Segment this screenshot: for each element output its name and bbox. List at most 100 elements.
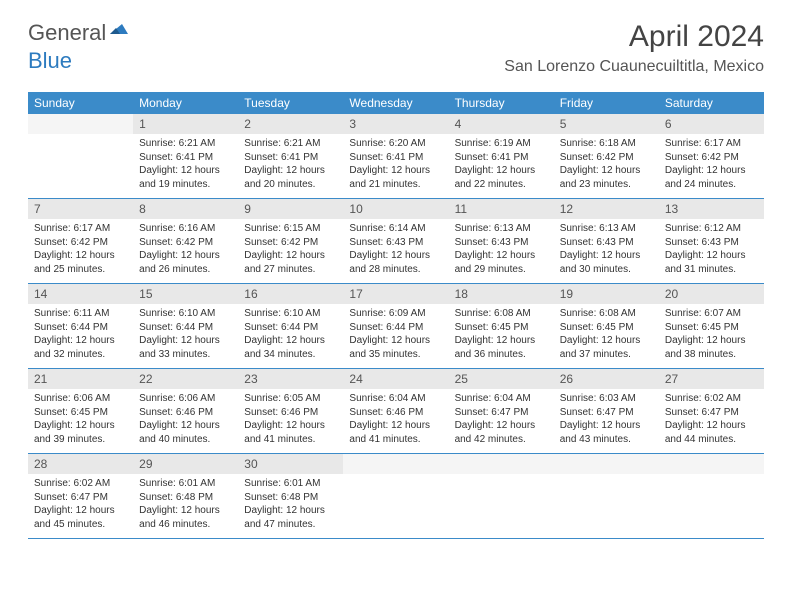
sunrise-text: Sunrise: 6:07 AM [665, 307, 758, 321]
sunset-text: Sunset: 6:42 PM [665, 151, 758, 165]
day-number: 29 [133, 454, 238, 474]
calendar-cell: 16Sunrise: 6:10 AMSunset: 6:44 PMDayligh… [238, 284, 343, 368]
daylight-text: Daylight: 12 hours and 46 minutes. [139, 504, 232, 531]
day-number [659, 454, 764, 474]
calendar-cell: 3Sunrise: 6:20 AMSunset: 6:41 PMDaylight… [343, 114, 448, 198]
day-header: Sunday [28, 92, 133, 114]
day-content: Sunrise: 6:09 AMSunset: 6:44 PMDaylight:… [343, 304, 448, 364]
calendar-cell: 13Sunrise: 6:12 AMSunset: 6:43 PMDayligh… [659, 199, 764, 283]
day-content: Sunrise: 6:20 AMSunset: 6:41 PMDaylight:… [343, 134, 448, 194]
daylight-text: Daylight: 12 hours and 19 minutes. [139, 164, 232, 191]
calendar: Sunday Monday Tuesday Wednesday Thursday… [28, 92, 764, 539]
daylight-text: Daylight: 12 hours and 28 minutes. [349, 249, 442, 276]
day-number: 23 [238, 369, 343, 389]
day-number [449, 454, 554, 474]
calendar-cell [554, 454, 659, 538]
day-number: 10 [343, 199, 448, 219]
day-header: Thursday [449, 92, 554, 114]
daylight-text: Daylight: 12 hours and 24 minutes. [665, 164, 758, 191]
calendar-cell: 18Sunrise: 6:08 AMSunset: 6:45 PMDayligh… [449, 284, 554, 368]
day-header-row: Sunday Monday Tuesday Wednesday Thursday… [28, 92, 764, 114]
day-header: Tuesday [238, 92, 343, 114]
day-number: 24 [343, 369, 448, 389]
day-header: Saturday [659, 92, 764, 114]
daylight-text: Daylight: 12 hours and 38 minutes. [665, 334, 758, 361]
sunrise-text: Sunrise: 6:21 AM [244, 137, 337, 151]
sunrise-text: Sunrise: 6:08 AM [455, 307, 548, 321]
daylight-text: Daylight: 12 hours and 36 minutes. [455, 334, 548, 361]
sunset-text: Sunset: 6:46 PM [244, 406, 337, 420]
daylight-text: Daylight: 12 hours and 33 minutes. [139, 334, 232, 361]
calendar-cell: 23Sunrise: 6:05 AMSunset: 6:46 PMDayligh… [238, 369, 343, 453]
daylight-text: Daylight: 12 hours and 27 minutes. [244, 249, 337, 276]
day-content: Sunrise: 6:01 AMSunset: 6:48 PMDaylight:… [238, 474, 343, 534]
day-number: 5 [554, 114, 659, 134]
calendar-cell: 26Sunrise: 6:03 AMSunset: 6:47 PMDayligh… [554, 369, 659, 453]
calendar-cell: 4Sunrise: 6:19 AMSunset: 6:41 PMDaylight… [449, 114, 554, 198]
day-content: Sunrise: 6:08 AMSunset: 6:45 PMDaylight:… [554, 304, 659, 364]
sunset-text: Sunset: 6:48 PM [244, 491, 337, 505]
calendar-cell [28, 114, 133, 198]
location: San Lorenzo Cuaunecuiltitla, Mexico [504, 58, 764, 76]
sunrise-text: Sunrise: 6:04 AM [455, 392, 548, 406]
daylight-text: Daylight: 12 hours and 30 minutes. [560, 249, 653, 276]
calendar-cell: 20Sunrise: 6:07 AMSunset: 6:45 PMDayligh… [659, 284, 764, 368]
sunset-text: Sunset: 6:47 PM [665, 406, 758, 420]
day-number: 13 [659, 199, 764, 219]
daylight-text: Daylight: 12 hours and 37 minutes. [560, 334, 653, 361]
sunset-text: Sunset: 6:42 PM [244, 236, 337, 250]
day-content: Sunrise: 6:19 AMSunset: 6:41 PMDaylight:… [449, 134, 554, 194]
calendar-cell: 10Sunrise: 6:14 AMSunset: 6:43 PMDayligh… [343, 199, 448, 283]
calendar-cell: 22Sunrise: 6:06 AMSunset: 6:46 PMDayligh… [133, 369, 238, 453]
sunrise-text: Sunrise: 6:02 AM [665, 392, 758, 406]
day-number: 14 [28, 284, 133, 304]
day-content: Sunrise: 6:10 AMSunset: 6:44 PMDaylight:… [238, 304, 343, 364]
calendar-cell: 29Sunrise: 6:01 AMSunset: 6:48 PMDayligh… [133, 454, 238, 538]
day-content: Sunrise: 6:08 AMSunset: 6:45 PMDaylight:… [449, 304, 554, 364]
sunset-text: Sunset: 6:44 PM [349, 321, 442, 335]
sunset-text: Sunset: 6:41 PM [349, 151, 442, 165]
sunrise-text: Sunrise: 6:03 AM [560, 392, 653, 406]
calendar-cell: 1Sunrise: 6:21 AMSunset: 6:41 PMDaylight… [133, 114, 238, 198]
day-content: Sunrise: 6:16 AMSunset: 6:42 PMDaylight:… [133, 219, 238, 279]
day-number: 8 [133, 199, 238, 219]
day-content: Sunrise: 6:13 AMSunset: 6:43 PMDaylight:… [449, 219, 554, 279]
sunrise-text: Sunrise: 6:01 AM [244, 477, 337, 491]
daylight-text: Daylight: 12 hours and 47 minutes. [244, 504, 337, 531]
sunset-text: Sunset: 6:45 PM [560, 321, 653, 335]
day-content: Sunrise: 6:10 AMSunset: 6:44 PMDaylight:… [133, 304, 238, 364]
day-number: 15 [133, 284, 238, 304]
sunrise-text: Sunrise: 6:01 AM [139, 477, 232, 491]
sunrise-text: Sunrise: 6:06 AM [139, 392, 232, 406]
daylight-text: Daylight: 12 hours and 35 minutes. [349, 334, 442, 361]
sunrise-text: Sunrise: 6:06 AM [34, 392, 127, 406]
calendar-cell: 2Sunrise: 6:21 AMSunset: 6:41 PMDaylight… [238, 114, 343, 198]
sunset-text: Sunset: 6:41 PM [455, 151, 548, 165]
daylight-text: Daylight: 12 hours and 23 minutes. [560, 164, 653, 191]
day-content: Sunrise: 6:02 AMSunset: 6:47 PMDaylight:… [659, 389, 764, 449]
day-header: Friday [554, 92, 659, 114]
sunset-text: Sunset: 6:45 PM [34, 406, 127, 420]
day-content: Sunrise: 6:13 AMSunset: 6:43 PMDaylight:… [554, 219, 659, 279]
sunset-text: Sunset: 6:42 PM [139, 236, 232, 250]
daylight-text: Daylight: 12 hours and 22 minutes. [455, 164, 548, 191]
daylight-text: Daylight: 12 hours and 29 minutes. [455, 249, 548, 276]
sunset-text: Sunset: 6:45 PM [665, 321, 758, 335]
sunset-text: Sunset: 6:44 PM [139, 321, 232, 335]
sunset-text: Sunset: 6:47 PM [455, 406, 548, 420]
sunset-text: Sunset: 6:45 PM [455, 321, 548, 335]
sunset-text: Sunset: 6:46 PM [349, 406, 442, 420]
day-number: 27 [659, 369, 764, 389]
calendar-cell: 11Sunrise: 6:13 AMSunset: 6:43 PMDayligh… [449, 199, 554, 283]
day-content: Sunrise: 6:06 AMSunset: 6:46 PMDaylight:… [133, 389, 238, 449]
calendar-cell: 6Sunrise: 6:17 AMSunset: 6:42 PMDaylight… [659, 114, 764, 198]
sunrise-text: Sunrise: 6:17 AM [665, 137, 758, 151]
sunset-text: Sunset: 6:42 PM [560, 151, 653, 165]
day-content: Sunrise: 6:17 AMSunset: 6:42 PMDaylight:… [28, 219, 133, 279]
sunrise-text: Sunrise: 6:13 AM [560, 222, 653, 236]
sunrise-text: Sunrise: 6:14 AM [349, 222, 442, 236]
day-header: Wednesday [343, 92, 448, 114]
sunset-text: Sunset: 6:44 PM [34, 321, 127, 335]
day-content: Sunrise: 6:01 AMSunset: 6:48 PMDaylight:… [133, 474, 238, 534]
day-number: 30 [238, 454, 343, 474]
